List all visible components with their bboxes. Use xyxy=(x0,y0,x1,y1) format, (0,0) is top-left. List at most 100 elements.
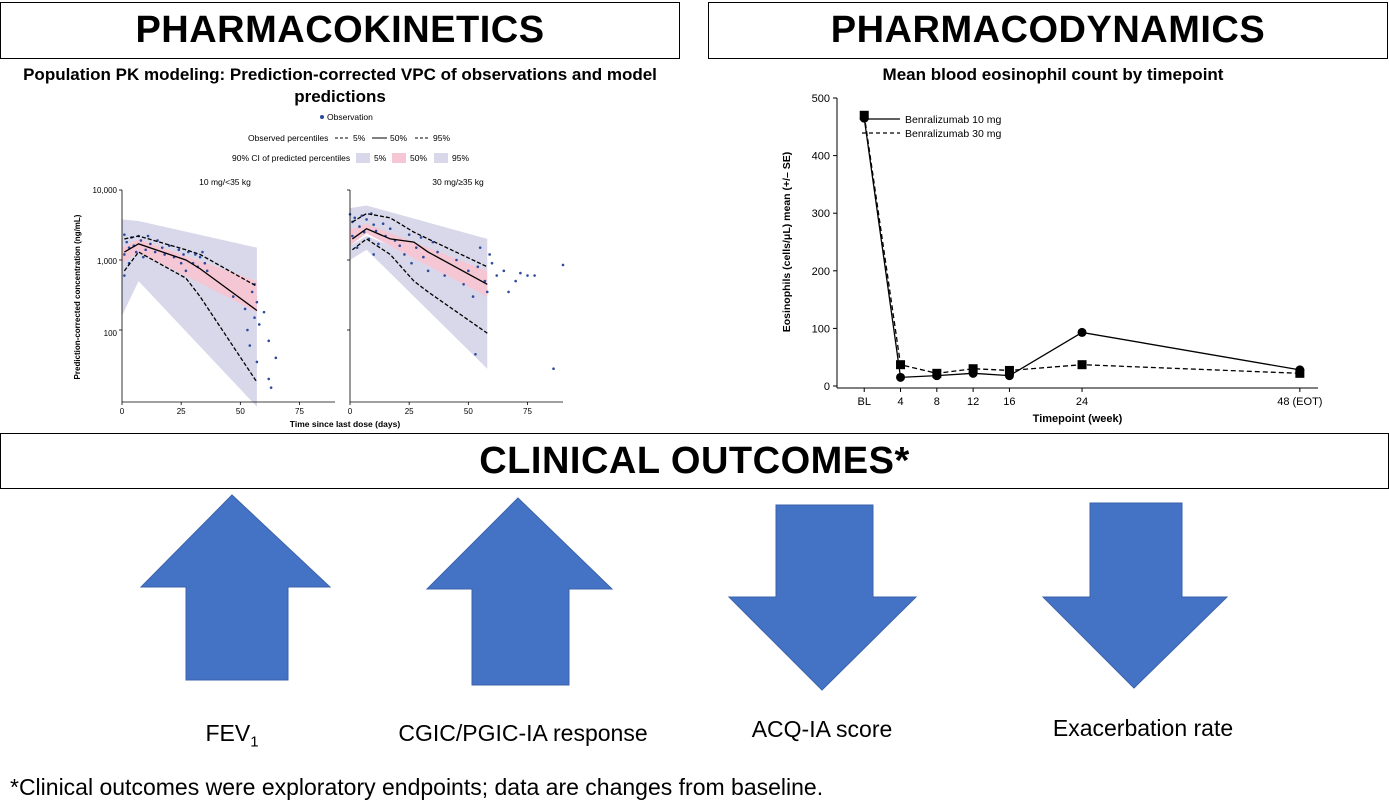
pk1-observation-point xyxy=(123,253,126,256)
pk1-observation-point xyxy=(144,248,147,252)
legend-ci-label: 90% CI of predicted percentiles xyxy=(232,153,350,163)
legend-observed-p50-label: 50% xyxy=(390,133,407,143)
clinical-outcomes-header: CLINICAL OUTCOMES* xyxy=(0,433,1389,489)
clinical-outcomes-header-text: CLINICAL OUTCOMES* xyxy=(479,439,910,482)
pk1-observation-point xyxy=(134,250,138,254)
pk1-observed-p5-line xyxy=(123,251,258,383)
legend-observed-label: Observed percentiles xyxy=(248,133,328,143)
legend-observation-label: Observation xyxy=(327,112,373,122)
pk2-xtick-label: 25 xyxy=(405,407,414,416)
cgic-up-arrow-icon xyxy=(425,497,614,686)
pd-legend-label-2: Benralizumab 30 mg xyxy=(905,128,1001,140)
pk2-observation-point xyxy=(471,295,475,298)
pd-xtick-label: 8 xyxy=(934,396,940,408)
pk1-xtick-label: 50 xyxy=(236,407,245,416)
pk2-observation-point xyxy=(561,263,565,267)
pd-plot-area: 0 100 200 300 400 500 BL 4 8 12 16 24 48 (EOT) Benral… xyxy=(781,93,1322,425)
pk2-observation-point xyxy=(398,244,402,248)
pk2-observed-median-line xyxy=(351,227,488,285)
pk1-observation-point xyxy=(203,261,207,265)
pd-marker-30mg xyxy=(896,360,906,370)
outcome-fev1: FEV1 xyxy=(72,720,392,751)
pk2-ci-p5-band xyxy=(350,236,488,369)
pk1-observation-point xyxy=(177,248,181,252)
pk-legend: Observation Observed percentiles 5% 50% … xyxy=(232,112,469,163)
pd-series-line-1 xyxy=(863,118,1300,379)
pd-ytick-label: 0 xyxy=(824,381,830,393)
pd-marker-30mg xyxy=(1295,368,1305,378)
pk1-observation-point xyxy=(253,316,256,319)
pk2-ci-p50-band xyxy=(350,223,488,297)
pk2-observation-point xyxy=(422,255,425,259)
pk-panel-10mg: 0 25 50 75 xyxy=(119,189,335,416)
pd-xtick-label: 16 xyxy=(1003,396,1015,408)
pk2-observation-point xyxy=(355,246,359,249)
pk1-observation-point xyxy=(269,386,273,389)
pd-xlabel: Timepoint (week) xyxy=(1033,413,1123,425)
pk1-observation-point xyxy=(255,300,259,304)
pd-marker-30mg xyxy=(1004,365,1014,375)
pk2-observation-point xyxy=(507,290,510,294)
pk2-observation-point xyxy=(372,223,375,226)
pk2-observation-point xyxy=(533,274,536,277)
pk2-xtick-label: 50 xyxy=(464,407,473,416)
pk2-xtick-label: 75 xyxy=(523,407,532,416)
pk2-observation-point xyxy=(514,279,517,283)
pk1-observation-point xyxy=(205,269,209,273)
pk2-observation-point xyxy=(488,253,491,256)
acq-down-arrow-icon xyxy=(727,504,918,691)
pk1-observation-point xyxy=(248,344,252,347)
footnote: *Clinical outcomes were exploratory endp… xyxy=(10,774,824,800)
outcome-acq-ia: ACQ-IA score xyxy=(751,716,893,742)
legend-ci-p50-label: 50% xyxy=(410,153,427,163)
pk1-observation-point xyxy=(194,253,197,256)
fev1-up-arrow-icon xyxy=(139,494,332,681)
pk1-observation-point xyxy=(139,239,143,242)
pk2-observation-point xyxy=(403,253,406,256)
pk1-observation-point xyxy=(153,250,157,254)
pk1-xtick-label: 25 xyxy=(177,407,186,416)
pk2-observation-point xyxy=(519,271,522,275)
pk2-observation-point xyxy=(443,274,446,277)
pk2-observation-point xyxy=(526,274,529,277)
pk1-observation-point xyxy=(257,323,261,326)
pd-ytick-label: 300 xyxy=(812,208,830,220)
pk1-observation-point xyxy=(142,255,145,259)
pk1-observation-point xyxy=(201,250,204,254)
pk1-observation-point xyxy=(198,255,202,259)
pd-ytick-label: 500 xyxy=(812,93,830,105)
pk2-observation-point xyxy=(360,214,364,217)
pk-ylabel: Prediction-corrected concentration (ng/m… xyxy=(73,214,82,379)
pk2-observed-p5-line xyxy=(351,238,488,334)
pd-marker-30mg xyxy=(859,110,869,120)
pk2-observation-point xyxy=(455,258,458,262)
pk1-observation-point xyxy=(179,261,183,265)
pk1-observation-point xyxy=(267,339,271,343)
pd-xtick-label: 4 xyxy=(897,396,903,408)
outcome-cgic-pgic: CGIC/PGIC-IA response xyxy=(398,720,648,746)
pk1-observation-point xyxy=(123,274,126,277)
pd-xtick-label: 24 xyxy=(1076,396,1088,408)
pk-vpc-chart: Observation Observed percentiles 5% 50% … xyxy=(73,112,565,429)
pk1-observation-point xyxy=(149,242,152,246)
legend-ci-p95-swatch xyxy=(434,153,448,163)
legend-observed-p95-label: 95% xyxy=(433,133,450,143)
pd-eosinophil-chart: 0 100 200 300 400 500 BL 4 8 12 16 24 48 (EOT) Benral… xyxy=(781,93,1322,425)
legend-ci-p5-label: 5% xyxy=(374,153,387,163)
pk2-observation-point xyxy=(426,269,430,273)
pk1-xtick-label: 0 xyxy=(120,407,125,416)
pd-marker-30mg xyxy=(968,364,978,374)
pk1-observation-point xyxy=(163,253,166,256)
pd-marker-10mg xyxy=(1077,327,1087,337)
pk1-observation-point xyxy=(250,290,254,294)
pd-xtick-label: 48 (EOT) xyxy=(1277,396,1322,408)
legend-observation-marker xyxy=(320,115,324,119)
pk2-observation-point xyxy=(377,242,380,246)
pk1-observation-point xyxy=(246,328,249,332)
pk2-observation-point xyxy=(419,236,423,239)
legend-ci-p95-label: 95% xyxy=(452,153,469,163)
pk2-observation-point xyxy=(502,269,506,273)
pk2-observation-point xyxy=(407,233,411,236)
pk1-observation-point xyxy=(160,246,164,249)
pk-panel-title-2: 30 mg/≥35 kg xyxy=(432,177,484,187)
